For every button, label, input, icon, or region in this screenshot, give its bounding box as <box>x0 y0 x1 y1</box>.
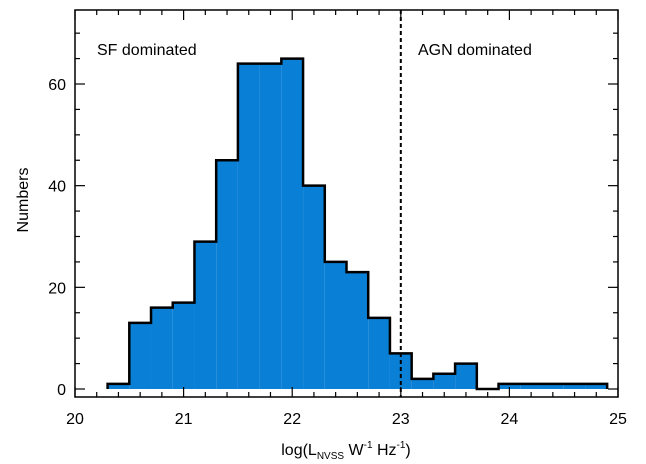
annotation-agn-dominated: AGN dominated <box>418 42 532 59</box>
histogram-bar <box>107 383 130 389</box>
histogram-bar <box>520 383 542 389</box>
plot-frame <box>74 9 619 398</box>
histogram-bar <box>216 160 238 389</box>
histogram-bar <box>281 58 304 389</box>
histogram-bar <box>324 261 347 389</box>
histogram-bar <box>563 383 586 389</box>
x-tick-label: 24 <box>501 411 519 428</box>
y-tick-label: 0 <box>57 382 66 399</box>
x-axis-ticks: 20 21 22 23 24 25 <box>66 10 627 428</box>
histogram-bars <box>107 58 608 390</box>
x-tick-label: 23 <box>392 411 410 428</box>
histogram-bar <box>498 383 521 389</box>
x-tick-label: 25 <box>609 411 627 428</box>
histogram-bar <box>541 383 564 389</box>
histogram-bar <box>172 302 195 389</box>
histogram-bar <box>585 383 608 389</box>
x-tick-label: 20 <box>66 411 84 428</box>
histogram-bar <box>129 322 152 389</box>
y-axis-title: Numbers <box>15 168 32 233</box>
y-axis-ticks: 0 20 40 60 <box>48 32 618 399</box>
x-axis-title: log(LNVSS W-1 Hz-1) <box>281 440 411 462</box>
histogram-bar <box>411 378 434 389</box>
y-tick-label: 60 <box>48 77 66 94</box>
histogram-bar <box>346 272 369 389</box>
histogram-bar <box>433 373 456 389</box>
y-tick-label: 40 <box>48 179 66 196</box>
histogram-bar <box>259 63 282 390</box>
histogram-bar <box>389 353 412 389</box>
histogram-bar <box>303 185 325 389</box>
histogram-bar <box>368 317 390 389</box>
histogram-bar <box>194 241 217 389</box>
histogram-bar <box>237 63 260 390</box>
histogram-bar <box>151 307 173 389</box>
annotation-sf-dominated: SF dominated <box>97 42 197 59</box>
x-tick-label: 21 <box>175 411 193 428</box>
y-tick-label: 20 <box>48 280 66 297</box>
x-tick-label: 22 <box>283 411 301 428</box>
histogram-bar <box>455 363 477 389</box>
histogram-outline <box>106 57 609 391</box>
